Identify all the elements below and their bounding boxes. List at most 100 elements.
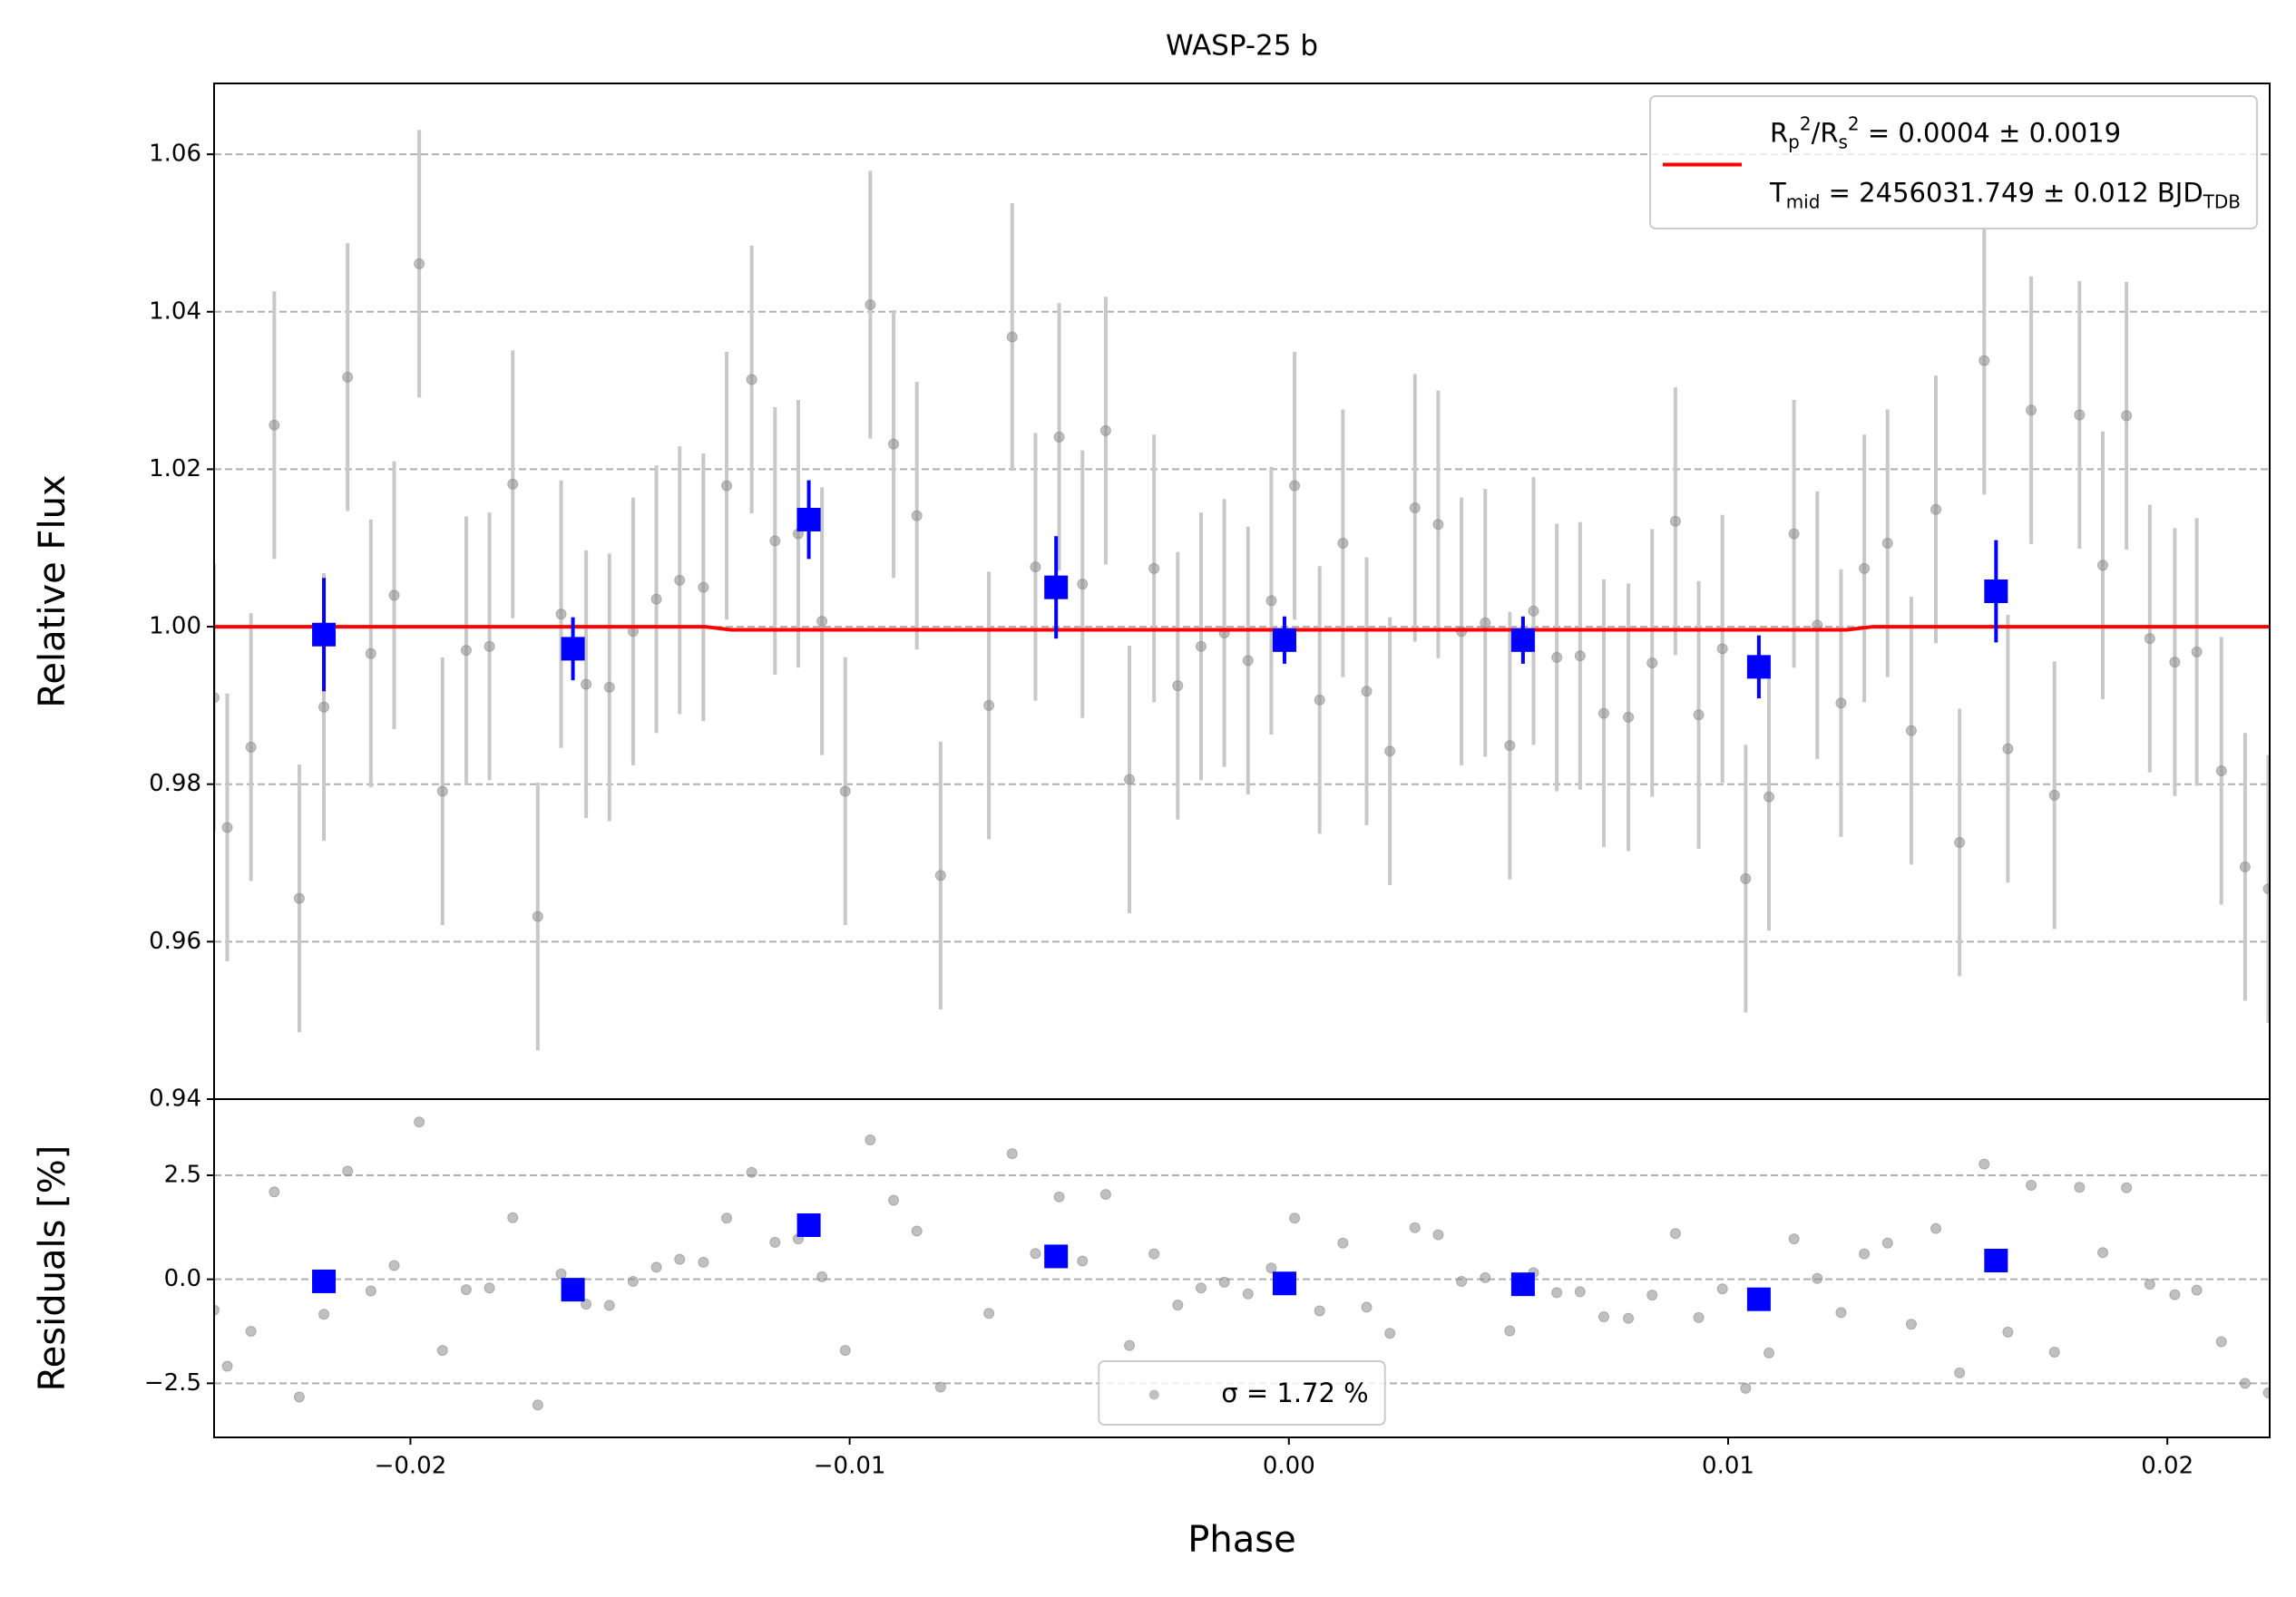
data-point	[1289, 1212, 1301, 1224]
data-point	[1788, 528, 1800, 540]
data-point	[1053, 431, 1065, 443]
y-tick-label: 1.02	[149, 455, 201, 482]
data-point	[1480, 617, 1491, 628]
data-point	[532, 910, 543, 922]
data-point	[1954, 1367, 1966, 1378]
data-point	[934, 870, 946, 881]
data-point	[1693, 1311, 1705, 1323]
data-point	[388, 1260, 400, 1271]
data-point	[581, 1299, 592, 1310]
data-point	[484, 640, 495, 652]
data-point	[1646, 1290, 1658, 1301]
data-point	[1930, 503, 1942, 515]
data-point	[365, 648, 376, 659]
data-point	[983, 1308, 995, 1319]
y-axis-label: Relative Flux	[32, 474, 73, 707]
data-point	[1148, 1248, 1160, 1260]
legend-label-part: R	[1770, 118, 1788, 149]
data-point	[507, 478, 519, 490]
data-point	[2121, 1182, 2133, 1193]
data-point	[1835, 697, 1847, 709]
data-point	[769, 535, 781, 547]
data-point	[1835, 1307, 1847, 1319]
data-point	[414, 1116, 425, 1128]
x-tick-label: 0.01	[1702, 1453, 1754, 1480]
data-point	[839, 785, 851, 797]
data-point	[1030, 1248, 1041, 1260]
data-point	[1195, 640, 1207, 652]
data-point	[1597, 1310, 1609, 1322]
data-point	[460, 645, 472, 657]
data-point	[2048, 789, 2060, 801]
data-point	[1432, 1229, 1444, 1241]
y-tick-label: 0.94	[149, 1086, 201, 1113]
binned-point	[1272, 628, 1296, 652]
data-point	[460, 1284, 472, 1296]
data-point	[1716, 1283, 1728, 1295]
data-point	[1409, 501, 1421, 513]
data-point	[365, 1285, 376, 1297]
legend-label: Rp2/Rs2 = 0.0004 ± 0.0019	[1770, 112, 2121, 152]
data-point	[1099, 424, 1111, 436]
y-tick-label: 1.04	[149, 297, 201, 325]
data-point	[269, 1186, 280, 1198]
legend-label-part: T	[1769, 178, 1786, 209]
data-point	[603, 1300, 615, 1311]
binned-point	[796, 507, 821, 531]
data-point	[1006, 331, 1018, 343]
data-point	[2169, 1289, 2181, 1300]
y-tick-label: 0.98	[149, 770, 201, 797]
data-point	[769, 1236, 781, 1248]
data-point	[342, 371, 354, 383]
data-point	[1265, 595, 1277, 607]
x-tick-label: 0.00	[1263, 1453, 1315, 1480]
data-point	[214, 692, 220, 704]
data-point	[1077, 579, 1089, 590]
data-point	[2026, 404, 2037, 416]
data-point	[532, 1399, 543, 1411]
y-tick-label: 0.0	[164, 1265, 201, 1292]
data-point	[1954, 836, 1966, 848]
binned-point	[1510, 628, 1535, 652]
data-point	[1384, 745, 1396, 757]
binned-point	[561, 1278, 585, 1302]
data-point	[674, 1253, 686, 1265]
legend-handle	[1148, 1389, 1159, 1400]
data-point	[1669, 515, 1681, 527]
data-point	[627, 1275, 639, 1287]
data-point	[2191, 646, 2203, 657]
data-point	[1693, 709, 1705, 721]
data-point	[1574, 650, 1586, 662]
data-point	[1551, 1287, 1563, 1299]
data-point	[221, 1360, 233, 1372]
legend-label-part: p	[1788, 131, 1800, 152]
data-point	[1597, 707, 1609, 719]
data-point	[1289, 480, 1301, 492]
data-point	[1265, 1262, 1277, 1274]
data-point	[1218, 1276, 1230, 1288]
data-point	[721, 1212, 733, 1224]
data-point	[555, 1268, 567, 1280]
binned-point	[1984, 579, 2008, 603]
legend-label-part: TDB	[2203, 190, 2241, 212]
data-point	[1077, 1255, 1089, 1267]
data-point	[1905, 725, 1917, 736]
data-point	[816, 615, 828, 627]
legend-box	[1648, 95, 2258, 229]
data-point	[888, 1194, 900, 1206]
y-tick-label: 0.96	[149, 928, 201, 955]
data-point	[1504, 1325, 1516, 1337]
legend-label-part: = 0.0004 ± 0.0019	[1860, 118, 2121, 149]
data-point	[1124, 774, 1136, 785]
x-tick-label: −0.02	[375, 1453, 447, 1480]
data-point	[2191, 1284, 2203, 1296]
y-tick-label: 1.00	[149, 613, 201, 640]
binned-point	[1044, 1244, 1069, 1269]
data-point	[2048, 1346, 2060, 1358]
data-point	[484, 1282, 495, 1294]
data-point	[1669, 1228, 1681, 1240]
y-tick-label: −2.5	[144, 1369, 201, 1397]
data-point	[1646, 657, 1658, 669]
